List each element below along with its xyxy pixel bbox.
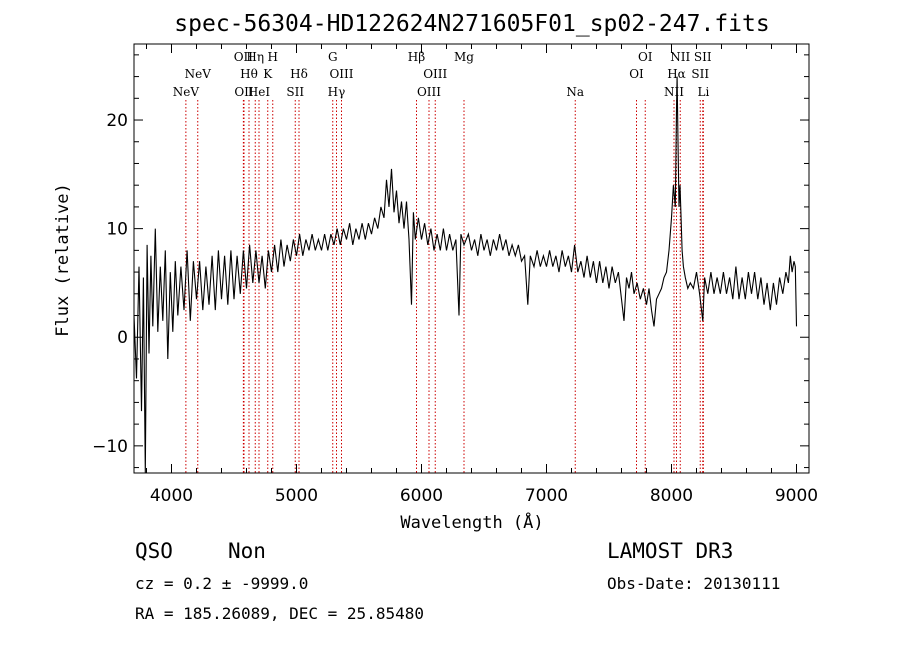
line-label: OII [234, 85, 254, 99]
line-label: Hα [667, 67, 686, 81]
survey-name: LAMOST DR3 [607, 539, 733, 563]
x-tick-label: 4000 [150, 486, 193, 506]
line-label: H [268, 50, 278, 64]
x-axis-ticks: 4000 5000 6000 7000 8000 9000 [146, 44, 818, 506]
chart-title: spec-56304-HD122624N271605F01_sp02-247.f… [174, 11, 769, 37]
line-label: SII [691, 67, 709, 81]
x-tick-label: 9000 [775, 486, 818, 506]
object-class: QSO [135, 539, 173, 563]
x-tick-label: 5000 [275, 486, 318, 506]
line-label: Hη [246, 50, 264, 64]
line-label: OIII [423, 67, 447, 81]
line-label: OIII [417, 85, 441, 99]
line-label: OI [629, 67, 644, 81]
object-subclass: Non [228, 539, 266, 563]
x-axis-label: Wavelength (Å) [400, 511, 543, 533]
line-label: Li [697, 85, 709, 99]
y-tick-label: 10 [106, 220, 128, 240]
line-label: Mg [454, 50, 474, 64]
line-label: NII [664, 85, 684, 99]
x-tick-label: 7000 [525, 486, 568, 506]
coordinates: RA = 185.26089, DEC = 25.85480 [135, 604, 424, 623]
line-label: K [263, 67, 273, 81]
emission-line-labels: NeV NeV OII OII Hθ Hη HeI KH SII Hδ G Hγ OIII Hβ OIII O… [173, 50, 712, 99]
line-label: NII [670, 50, 690, 64]
line-label: NeV [173, 85, 200, 99]
line-label: Na [566, 85, 584, 99]
line-label: OIII [329, 67, 353, 81]
y-tick-label: 20 [106, 111, 128, 131]
redshift-readout: cz = 0.2 ± -9999.0 [135, 574, 308, 593]
line-label: G [328, 50, 338, 64]
y-axis-ticks: −10 0 10 20 [92, 54, 809, 469]
line-label: OII [234, 50, 254, 64]
emission-line-markers [185, 100, 704, 473]
line-label: SII [286, 85, 304, 99]
line-label: Hβ [408, 50, 425, 64]
line-label: SII [694, 50, 712, 64]
line-label: Hθ [240, 67, 258, 81]
y-tick-label: 0 [117, 328, 128, 348]
y-axis-label: Flux (relative) [53, 183, 73, 337]
x-tick-label: 6000 [400, 486, 443, 506]
x-tick-label: 8000 [650, 486, 693, 506]
spectrum-series [133, 76, 798, 474]
line-label: NeV [185, 67, 212, 81]
line-label: Hδ [290, 67, 308, 81]
obs-date: Obs-Date: 20130111 [607, 574, 780, 593]
plot-frame [133, 43, 810, 474]
line-label: OI [638, 50, 653, 64]
line-label: HeI [248, 85, 271, 99]
line-label: Hγ [328, 85, 346, 99]
y-tick-label: −10 [92, 437, 128, 457]
